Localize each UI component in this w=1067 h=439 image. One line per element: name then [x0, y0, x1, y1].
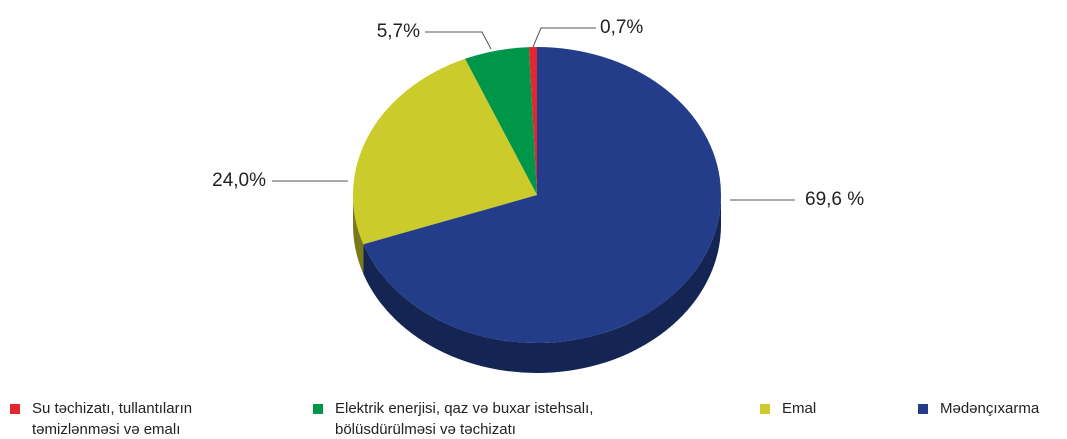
pie-side	[353, 195, 364, 275]
data-label: 69,6 %	[805, 189, 864, 210]
legend-swatch	[760, 404, 770, 414]
legend-item: Mədənçıxarma	[918, 398, 1063, 419]
legend-item: Emal	[760, 398, 880, 419]
pie-side	[363, 195, 721, 373]
pie-slice	[363, 47, 721, 343]
legend-label: Su təchizatı, tullantıların təmizlənməsi…	[32, 400, 193, 438]
legend-label: Emal	[782, 400, 817, 417]
legend-swatch	[918, 404, 928, 414]
legend-swatch	[313, 404, 323, 414]
legend-item: Elektrik enerjisi, qaz və buxar istehsal…	[313, 398, 673, 439]
leader-line	[532, 27, 596, 48]
pie-slice	[528, 47, 537, 195]
legend-item: Su təchizatı, tullantıların təmizlənməsi…	[10, 398, 250, 439]
chart: 0,7% 5,7% 24,0% 69,6 %	[212, 17, 864, 373]
legend-label: Mədənçıxarma	[940, 400, 1040, 417]
data-label: 5,7%	[377, 21, 420, 42]
legend-swatch	[10, 404, 20, 414]
leader-line	[425, 31, 492, 50]
pie-slice	[464, 47, 537, 195]
legend-label: Elektrik enerjisi, qaz və buxar istehsal…	[335, 400, 594, 438]
data-label: 0,7%	[600, 17, 643, 38]
data-label: 24,0%	[212, 170, 266, 191]
pie-slice	[353, 58, 537, 245]
